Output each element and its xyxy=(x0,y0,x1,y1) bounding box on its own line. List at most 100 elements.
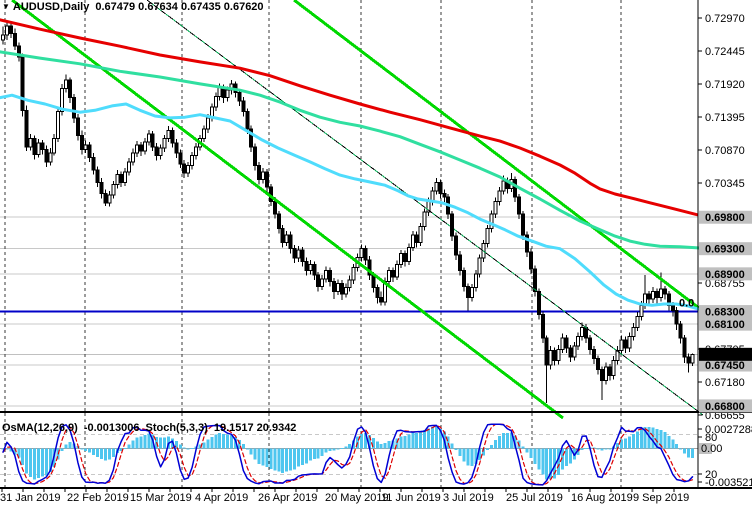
osma-histogram-bar xyxy=(80,448,84,450)
osma-histogram-bar xyxy=(206,439,210,449)
price-level-box xyxy=(699,399,752,413)
candle-body xyxy=(284,234,289,243)
candle-body xyxy=(146,133,151,143)
candle-body xyxy=(213,95,218,108)
candle-body xyxy=(521,213,526,236)
candle-body xyxy=(599,368,604,382)
osma-histogram-bar xyxy=(308,448,312,461)
indicator-zero-box xyxy=(699,443,712,454)
candle-body xyxy=(205,117,210,130)
indicator-axis-label: 0.00 xyxy=(701,443,722,455)
candle-body xyxy=(335,282,340,292)
candle-body xyxy=(674,309,679,325)
osma-histogram-bar xyxy=(667,435,671,449)
candle-body xyxy=(635,316,640,328)
candle-body xyxy=(16,45,21,58)
candle-body xyxy=(316,274,321,287)
osma-histogram-bar xyxy=(383,443,387,449)
osma-label: OsMA(12,26,9) xyxy=(2,422,78,434)
osma-histogram-bar xyxy=(470,448,474,467)
current-price-box-label: 0.67620 xyxy=(705,349,745,361)
candle-body xyxy=(552,350,557,362)
osma-histogram-bar xyxy=(525,448,529,453)
candle-body xyxy=(158,147,163,157)
price-level-box-label: 0.66800 xyxy=(705,401,745,413)
candle-body xyxy=(95,169,100,184)
candle-body xyxy=(497,190,502,203)
price-level-box xyxy=(699,305,752,319)
candle-body xyxy=(166,129,171,140)
osma-histogram-bar xyxy=(592,447,596,449)
osma-value: -0.0013006 xyxy=(83,422,140,434)
fib-level-label: 0.0 xyxy=(679,298,694,310)
candle-body xyxy=(241,100,246,113)
osma-histogram-bar xyxy=(340,448,344,449)
date-label: 20 May 2019 xyxy=(325,492,389,504)
date-label: 4 Apr 2019 xyxy=(195,492,248,504)
candle-body xyxy=(359,248,364,258)
candle-body xyxy=(12,33,17,47)
chart-title: ▼ AUDUSD,Daily 0.67479 0.67634 0.67435 0.6… xyxy=(2,1,264,14)
date-label: 15 Mar 2019 xyxy=(130,492,192,504)
osma-histogram-bar xyxy=(190,448,194,450)
osma-histogram-bar xyxy=(541,448,545,475)
osma-histogram-bar xyxy=(403,436,407,449)
ohlc-values: 0.67479 0.67634 0.67435 0.67620 xyxy=(95,1,264,13)
candle-body xyxy=(8,25,13,35)
candle-body xyxy=(32,138,37,155)
candle-body xyxy=(572,345,577,358)
osma-histogram-bar xyxy=(261,448,265,466)
candle-body xyxy=(379,297,384,303)
candle-body xyxy=(678,323,683,339)
ma-springgreen-medium xyxy=(0,50,702,250)
indicator-pane-label: OsMA(12,26,9) -0.0013006 Stoch(5,3,3) 19.15… xyxy=(2,422,296,435)
osma-histogram-bar xyxy=(494,440,497,449)
candle-body xyxy=(131,152,136,163)
candle-body xyxy=(690,353,695,364)
osma-histogram-bar xyxy=(651,427,655,449)
osma-histogram-bar xyxy=(277,448,281,472)
candle-body xyxy=(123,171,128,184)
indicator-axis-label: 20 xyxy=(705,469,717,481)
osma-histogram-bar xyxy=(639,429,643,449)
candle-body xyxy=(395,263,399,278)
candle-body xyxy=(343,287,348,295)
osma-histogram-bar xyxy=(111,448,115,457)
osma-histogram-bar xyxy=(13,448,17,455)
osma-histogram-bar xyxy=(131,440,135,449)
osma-histogram-bar xyxy=(624,438,628,449)
candle-body xyxy=(201,128,206,140)
candle-body xyxy=(662,288,667,295)
osma-histogram-bar xyxy=(679,448,683,450)
candle-body xyxy=(292,248,297,259)
candle-body xyxy=(142,141,147,152)
osma-histogram-bar xyxy=(119,448,123,452)
candle-body xyxy=(280,228,285,243)
osma-histogram-bar xyxy=(241,444,245,449)
osma-histogram-bar xyxy=(360,433,364,449)
osma-histogram-bar xyxy=(399,436,403,449)
osma-histogram-bar xyxy=(379,444,383,449)
osma-histogram-bar xyxy=(29,448,33,477)
ma-red-slow xyxy=(0,18,699,217)
osma-histogram-bar xyxy=(454,448,458,451)
osma-histogram-bar xyxy=(576,448,580,455)
osma-histogram-bar xyxy=(257,448,261,465)
osma-histogram-bar xyxy=(265,448,269,467)
symbol-dropdown-icon[interactable]: ▼ xyxy=(2,2,10,11)
candle-body xyxy=(540,314,545,339)
candle-body xyxy=(36,142,41,155)
osma-histogram-bar xyxy=(344,446,348,449)
osma-histogram-bar xyxy=(127,444,131,449)
osma-histogram-bar xyxy=(635,431,639,449)
osma-histogram-bar xyxy=(490,444,494,449)
osma-histogram-bar xyxy=(100,448,103,459)
osma-histogram-bar xyxy=(466,448,470,466)
price-level-box-label: 0.67450 xyxy=(705,360,745,372)
osma-histogram-bar xyxy=(186,448,190,450)
stoch-values: 19.1517 20.9342 xyxy=(213,422,297,434)
candle-body xyxy=(450,213,455,237)
osma-histogram-bar xyxy=(198,444,202,449)
osma-histogram-bar xyxy=(419,431,423,449)
